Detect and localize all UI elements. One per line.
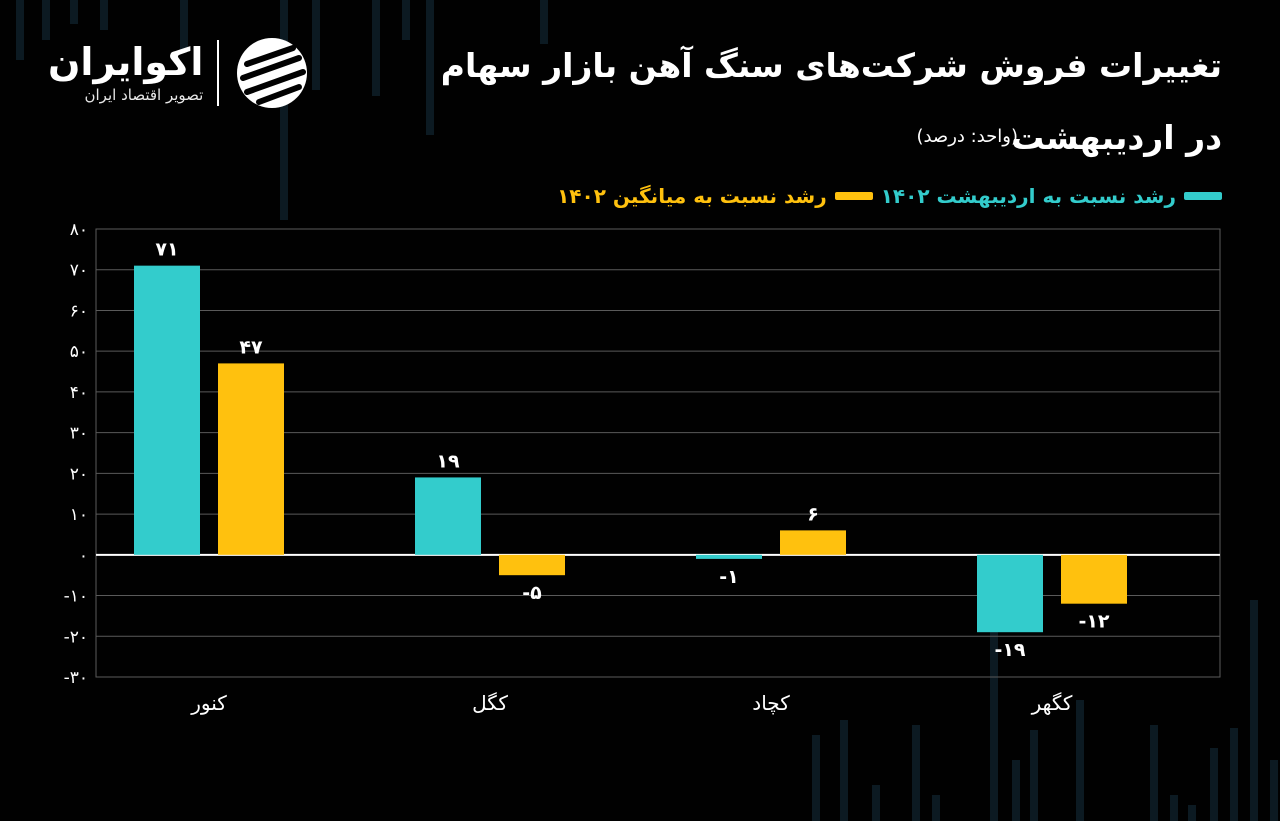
data-label: -۵ (522, 582, 542, 604)
y-tick-label: ۸۰ (70, 220, 88, 240)
y-tick-label: -۱۰ (64, 587, 88, 607)
y-tick-label: ۷۰ (70, 261, 88, 281)
y-tick-label: ۲۰ (70, 464, 88, 484)
bar-2 (780, 530, 846, 555)
data-label: ۷۱ (155, 239, 178, 261)
data-label: -۱ (719, 566, 738, 588)
logo-divider (217, 40, 220, 106)
x-tick-label: کچاد (752, 691, 790, 715)
unit-label: (واحد: درصد) (916, 126, 1018, 147)
legend: رشد نسبت به اردیبهشت ۱۴۰۲ رشد نسبت به می… (557, 184, 1222, 208)
data-label: ۱۹ (436, 450, 460, 472)
bar-1 (134, 265, 200, 555)
x-tick-label: کنور (190, 691, 227, 715)
brand-mark-icon (237, 38, 308, 108)
y-tick-label: -۳۰ (64, 668, 88, 688)
bar-1 (977, 554, 1043, 633)
y-tick-label: ۵۰ (70, 342, 88, 362)
bar-2 (499, 554, 565, 576)
brand-name: اکوایران (48, 40, 204, 85)
chart-title-line2: در اردیبهشت (1011, 118, 1222, 157)
y-tick-label: ۱۰ (70, 505, 88, 525)
x-tick-label: کگل (472, 691, 508, 715)
legend-label-series2: رشد نسبت به میانگین ۱۴۰۲ (557, 184, 827, 208)
brand-logo: اکوایران تصویر اقتصاد ایران (48, 34, 311, 112)
data-label: ۶ (807, 503, 819, 525)
legend-swatch-series2 (834, 192, 873, 200)
y-tick-label: ۳۰ (70, 424, 88, 444)
chart-title: تغییرات فروش شرکت‌های سنگ آهن بازار سهام (440, 46, 1222, 85)
bar-1 (415, 477, 481, 555)
y-tick-label: ۶۰ (70, 301, 88, 321)
x-tick-label: کگهر (1031, 691, 1073, 715)
legend-label-series1: رشد نسبت به اردیبهشت ۱۴۰۲ (880, 184, 1176, 208)
y-tick-label: -۲۰ (64, 627, 88, 647)
brand-tagline: تصویر اقتصاد ایران (84, 85, 204, 104)
bar-1 (696, 554, 762, 559)
y-tick-label: ۰ (79, 546, 88, 566)
data-label: -۱۹ (994, 639, 1025, 661)
y-tick-label: ۴۰ (70, 383, 88, 403)
bar-2 (1061, 554, 1127, 604)
bar-2 (218, 363, 284, 555)
data-label: ۴۷ (239, 336, 263, 358)
data-label: -۱۲ (1078, 611, 1109, 633)
legend-swatch-series1 (1184, 192, 1222, 200)
